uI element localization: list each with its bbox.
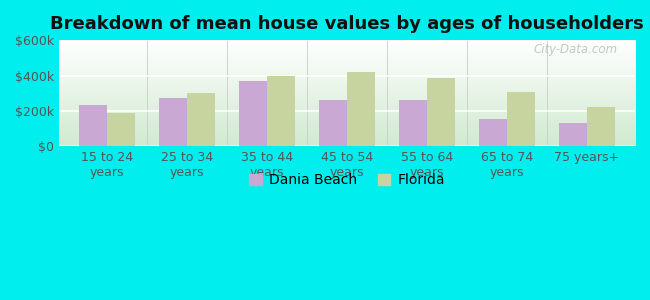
Bar bbox=[559, 123, 587, 146]
Bar bbox=[587, 106, 615, 146]
Legend: Dania Beach, Florida: Dania Beach, Florida bbox=[244, 168, 450, 193]
Bar bbox=[479, 119, 507, 146]
Bar bbox=[427, 78, 455, 146]
Bar bbox=[239, 81, 267, 146]
Bar bbox=[319, 100, 347, 146]
Bar bbox=[347, 72, 375, 146]
Bar bbox=[399, 100, 427, 146]
Bar bbox=[79, 105, 107, 146]
Text: City-Data.com: City-Data.com bbox=[534, 43, 618, 56]
Bar bbox=[107, 113, 135, 146]
Title: Breakdown of mean house values by ages of householders: Breakdown of mean house values by ages o… bbox=[50, 15, 644, 33]
Bar bbox=[159, 98, 187, 146]
Bar bbox=[507, 92, 535, 146]
Bar bbox=[187, 93, 215, 146]
Bar bbox=[267, 76, 295, 146]
